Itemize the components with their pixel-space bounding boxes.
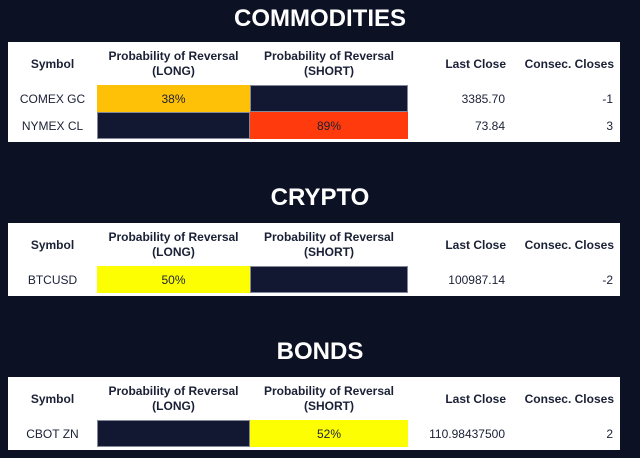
section-title-bonds: BONDS	[276, 338, 364, 365]
table-row: NYMEX CL 89% 73.84 3	[8, 112, 620, 139]
bonds-table: Symbol Probability of Reversal (LONG) Pro…	[8, 377, 620, 450]
symbol-cell: COMEX GC	[19, 91, 86, 106]
prob-title: Probability of Reversal	[108, 384, 239, 398]
section-crypto: CRYPTO Symbol Probability of Reversal (LO…	[0, 184, 640, 296]
prob-title: Probability of Reversal	[108, 49, 239, 63]
column-header-consec-closes: Consec. Closes	[524, 237, 614, 252]
column-header-consec-closes: Consec. Closes	[524, 391, 614, 406]
section-title-commodities: COMMODITIES	[234, 5, 406, 32]
column-header-symbol: Symbol	[30, 391, 75, 406]
prob-title: Probability of Reversal	[263, 230, 395, 244]
prob-long-cell	[97, 420, 250, 447]
last-close-cell: 100987.14	[448, 272, 505, 287]
symbol-cell: NYMEX CL	[21, 118, 84, 133]
column-header-last-close: Last Close	[445, 391, 506, 406]
prob-short-cell-fill: 89%	[250, 112, 408, 139]
prob-long-sub: (LONG)	[152, 64, 195, 78]
prob-long-cell-fill: 50%	[97, 266, 250, 293]
prob-short-cell: 89%	[250, 112, 408, 139]
column-header-consec-closes: Consec. Closes	[524, 56, 614, 71]
prob-short-cell: 52%	[250, 420, 408, 447]
column-header-last-close: Last Close	[445, 56, 506, 71]
prob-long-cell: 38%	[97, 85, 250, 112]
prob-long-sub: (LONG)	[152, 399, 195, 413]
section-commodities: COMMODITIES Symbol Probability of Revers…	[0, 5, 640, 142]
column-header-prob-short: Probability of Reversal (SHORT)	[250, 42, 408, 85]
prob-long-cell-fill: 38%	[97, 85, 250, 112]
last-close-cell: 3385.70	[461, 91, 505, 106]
symbol-cell: BTCUSD	[27, 272, 78, 287]
table-header-row: Symbol Probability of Reversal (LONG) Pro…	[8, 42, 620, 85]
prob-long-cell	[97, 112, 250, 139]
prob-short-cell-fill	[250, 266, 408, 293]
prob-short-sub: (SHORT)	[304, 399, 354, 413]
prob-short-cell-fill	[250, 85, 408, 112]
column-header-symbol: Symbol	[30, 237, 75, 252]
prob-short-cell	[250, 85, 408, 112]
prob-long-cell: 50%	[97, 266, 250, 293]
last-close-cell: 73.84	[474, 118, 505, 133]
prob-long-cell-fill	[97, 420, 250, 447]
table-row: COMEX GC 38% 3385.70 -1	[8, 85, 620, 112]
table-header-row: Symbol Probability of Reversal (LONG) Pro…	[8, 377, 620, 420]
consec-closes-cell: 2	[606, 426, 613, 441]
section-title-crypto: CRYPTO	[270, 184, 370, 211]
consec-closes-cell: -2	[602, 272, 613, 287]
column-header-last-close: Last Close	[445, 237, 506, 252]
consec-closes-cell: -1	[602, 91, 613, 106]
column-header-prob-long: Probability of Reversal (LONG)	[97, 223, 250, 266]
prob-short-sub: (SHORT)	[304, 64, 354, 78]
column-header-prob-short: Probability of Reversal (SHORT)	[250, 223, 408, 266]
prob-short-sub: (SHORT)	[304, 245, 354, 259]
section-bonds: BONDS Symbol Probability of Reversal (LON…	[0, 338, 640, 450]
column-header-prob-long: Probability of Reversal (LONG)	[97, 377, 250, 420]
consec-closes-cell: 3	[606, 118, 613, 133]
last-close-cell: 110.98437500	[429, 426, 505, 441]
column-header-symbol: Symbol	[30, 56, 75, 71]
table-header-row: Symbol Probability of Reversal (LONG) Pro…	[8, 223, 620, 266]
prob-title: Probability of Reversal	[263, 49, 395, 63]
table-row: CBOT ZN 52% 110.98437500 2	[8, 420, 620, 447]
prob-short-cell-fill: 52%	[250, 420, 408, 447]
prob-title: Probability of Reversal	[263, 384, 395, 398]
table-row: BTCUSD 50% 100987.14 -2	[8, 266, 620, 293]
commodities-table: Symbol Probability of Reversal (LONG) Pro…	[8, 42, 620, 142]
crypto-table: Symbol Probability of Reversal (LONG) Pro…	[8, 223, 620, 296]
prob-short-cell	[250, 266, 408, 293]
prob-long-cell-fill	[97, 112, 250, 139]
prob-title: Probability of Reversal	[108, 230, 239, 244]
column-header-prob-short: Probability of Reversal (SHORT)	[250, 377, 408, 420]
prob-long-sub: (LONG)	[152, 245, 195, 259]
column-header-prob-long: Probability of Reversal (LONG)	[97, 42, 250, 85]
symbol-cell: CBOT ZN	[26, 426, 79, 441]
